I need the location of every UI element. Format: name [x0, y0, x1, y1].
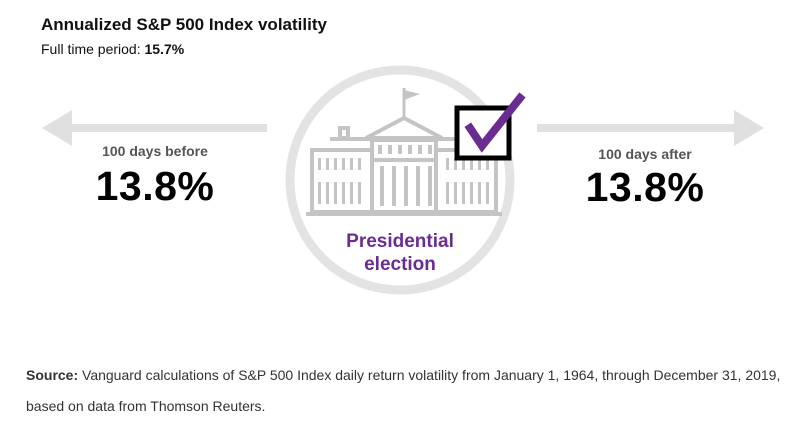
- election-label-line2: election: [364, 254, 436, 275]
- source-text: Vanguard calculations of S&P 500 Index d…: [26, 367, 781, 414]
- checkbox-checked-icon: [454, 92, 526, 161]
- election-label-line1: Presidential: [346, 231, 454, 252]
- subtitle-prefix: Full time period:: [41, 41, 145, 57]
- chart-title: Annualized S&P 500 Index volatility: [41, 15, 327, 34]
- after-label: 100 days after: [598, 146, 692, 162]
- capitol-columns: [318, 145, 489, 206]
- after-value: 13.8%: [585, 164, 705, 210]
- election-graphic: [42, 65, 764, 295]
- arrow-right-icon: [537, 110, 764, 146]
- before-label: 100 days before: [102, 143, 208, 159]
- election-label: Presidential election: [300, 230, 500, 276]
- before-value: 13.8%: [95, 163, 215, 209]
- arrow-left-icon: [42, 110, 267, 146]
- subtitle: Full time period: 15.7%: [41, 41, 184, 57]
- source-label: Source:: [26, 367, 79, 383]
- full-period-value: 15.7%: [144, 41, 185, 57]
- source-note: Source: Vanguard calculations of S&P 500…: [26, 360, 786, 422]
- center-circle: [285, 65, 515, 295]
